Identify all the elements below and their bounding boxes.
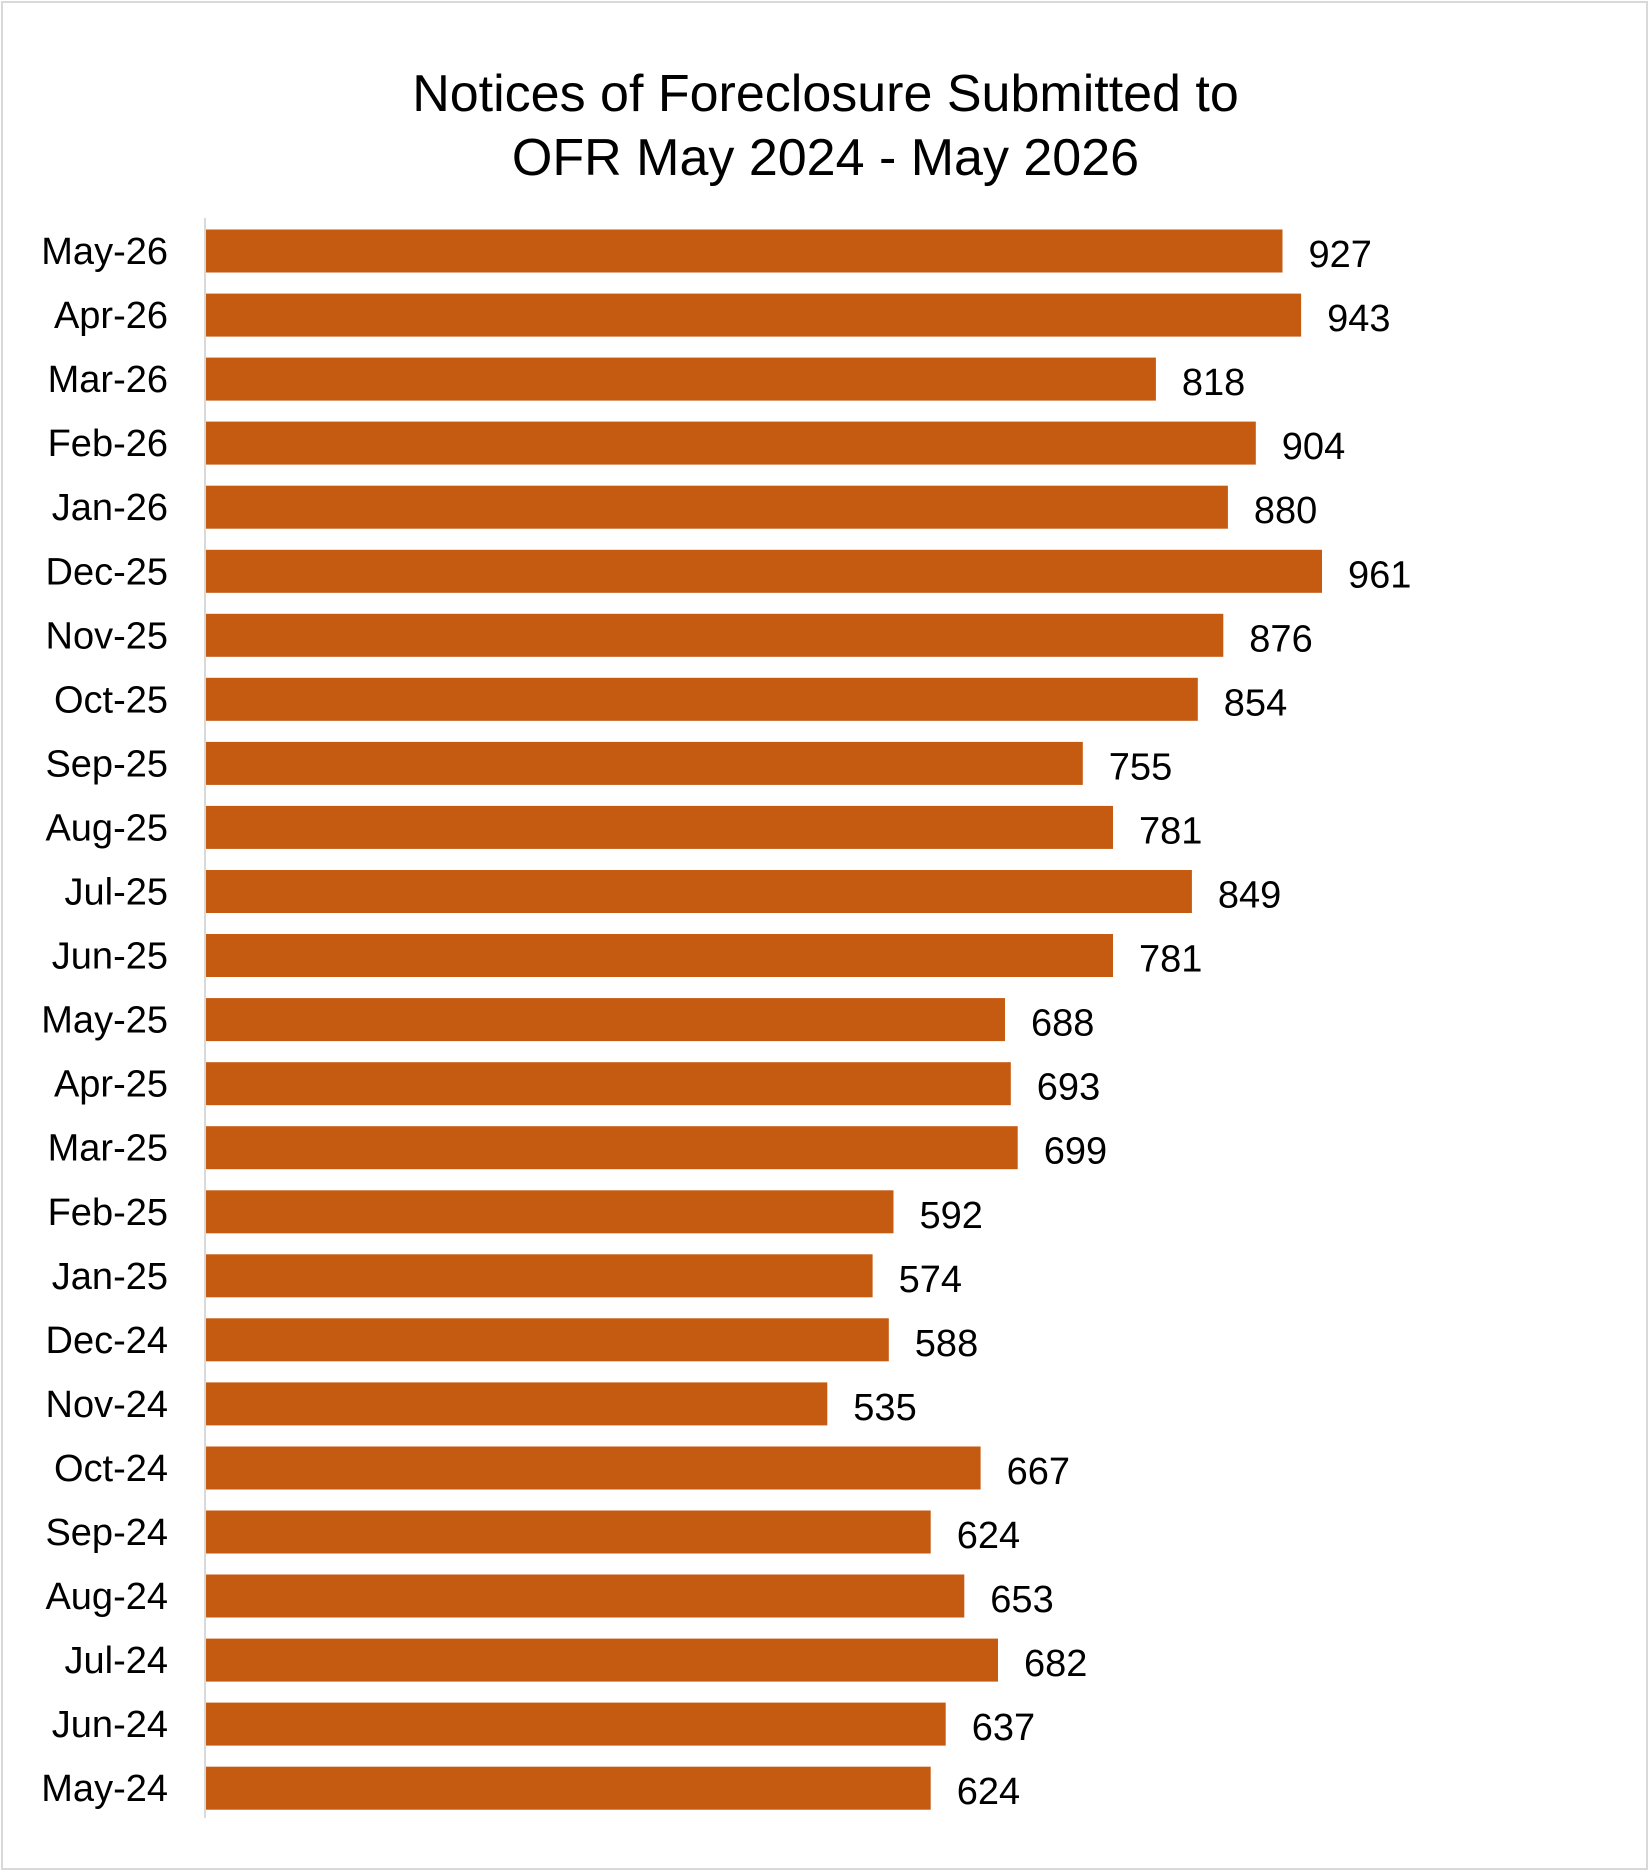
category-label: May-24 (41, 1768, 168, 1810)
value-label: 693 (1037, 1067, 1100, 1109)
value-label: 588 (915, 1323, 978, 1365)
category-label: Jan-26 (52, 487, 168, 529)
bar-sep-24 (206, 1510, 931, 1554)
category-label: Aug-24 (45, 1576, 168, 1618)
bar-aug-25 (206, 805, 1113, 849)
bar-dec-25 (206, 549, 1322, 593)
value-label: 880 (1254, 490, 1317, 532)
category-label: Dec-25 (46, 551, 169, 593)
category-label: Aug-25 (45, 807, 168, 849)
category-label: Sep-24 (45, 1512, 168, 1554)
category-label: Mar-26 (48, 359, 168, 401)
bar-oct-25 (206, 677, 1198, 721)
bar-jun-25 (206, 934, 1113, 977)
value-label: 755 (1109, 746, 1172, 788)
chart-title: Notices of Foreclosure Submitted to OFR … (0, 62, 1651, 190)
bar-jun-24 (206, 1702, 946, 1746)
value-label: 781 (1139, 810, 1202, 852)
value-label: 961 (1348, 554, 1411, 596)
bar-dec-24 (206, 1318, 889, 1362)
category-label: Apr-25 (54, 1064, 168, 1106)
value-label: 592 (920, 1195, 983, 1237)
chart-title-line-1: Notices of Foreclosure Submitted to (412, 65, 1239, 123)
bar-aug-24 (206, 1574, 965, 1618)
bar-jan-26 (206, 485, 1228, 529)
category-label: Jul-24 (65, 1640, 169, 1682)
category-label: Oct-24 (54, 1448, 168, 1490)
category-label: Nov-25 (46, 615, 169, 657)
value-label: 535 (853, 1387, 916, 1429)
value-label: 624 (957, 1771, 1020, 1813)
bar-nov-25 (206, 613, 1224, 657)
bars-layer: May-26 927 Apr-26 943 Mar-26 818 Feb-26 904 Jan-… (41, 229, 1411, 1813)
bar-nov-24 (206, 1382, 828, 1426)
bar-jan-25 (206, 1254, 873, 1298)
value-label: 699 (1044, 1131, 1107, 1173)
category-label: Jan-25 (52, 1256, 168, 1298)
bar-feb-26 (206, 421, 1256, 465)
bar-sep-25 (206, 741, 1083, 785)
category-label: Nov-24 (46, 1384, 169, 1426)
chart-title-line-2: OFR May 2024 - May 2026 (511, 129, 1140, 187)
value-label: 854 (1224, 682, 1287, 724)
category-label: Jul-25 (65, 872, 169, 914)
category-label: Oct-25 (54, 679, 168, 721)
bar-may-25 (206, 998, 1005, 1042)
category-label: Feb-26 (48, 423, 168, 465)
category-label: Dec-24 (46, 1320, 169, 1362)
value-label: 849 (1218, 875, 1281, 917)
value-label: 943 (1327, 298, 1390, 340)
value-label: 781 (1139, 939, 1202, 981)
category-label: May-25 (41, 1000, 168, 1042)
value-label: 818 (1182, 362, 1245, 404)
bar-apr-25 (206, 1062, 1011, 1106)
category-label: May-26 (41, 231, 168, 273)
category-label: Jun-25 (52, 936, 168, 978)
bar-apr-26 (206, 293, 1302, 337)
category-label: Apr-26 (54, 295, 168, 337)
value-label: 688 (1031, 1003, 1094, 1045)
bar-feb-25 (206, 1190, 894, 1234)
bar-mar-25 (206, 1126, 1018, 1170)
category-label: Jun-24 (52, 1704, 168, 1746)
value-label: 624 (957, 1515, 1020, 1557)
value-label: 904 (1282, 426, 1345, 468)
value-label: 682 (1024, 1643, 1087, 1685)
bar-jul-25 (206, 870, 1192, 913)
bar-oct-24 (206, 1446, 981, 1490)
value-label: 927 (1309, 234, 1372, 276)
value-label: 667 (1007, 1451, 1070, 1493)
value-label: 876 (1249, 618, 1312, 660)
bar-may-24 (206, 1766, 931, 1810)
category-label: Sep-25 (45, 743, 168, 785)
value-label: 653 (990, 1579, 1053, 1621)
value-label: 637 (972, 1707, 1035, 1749)
bar-jul-24 (206, 1638, 998, 1682)
category-label: Feb-25 (48, 1192, 168, 1234)
value-label: 574 (899, 1259, 962, 1301)
bar-mar-26 (206, 357, 1156, 401)
category-label: Mar-25 (48, 1128, 168, 1170)
bar-may-26 (206, 229, 1283, 273)
